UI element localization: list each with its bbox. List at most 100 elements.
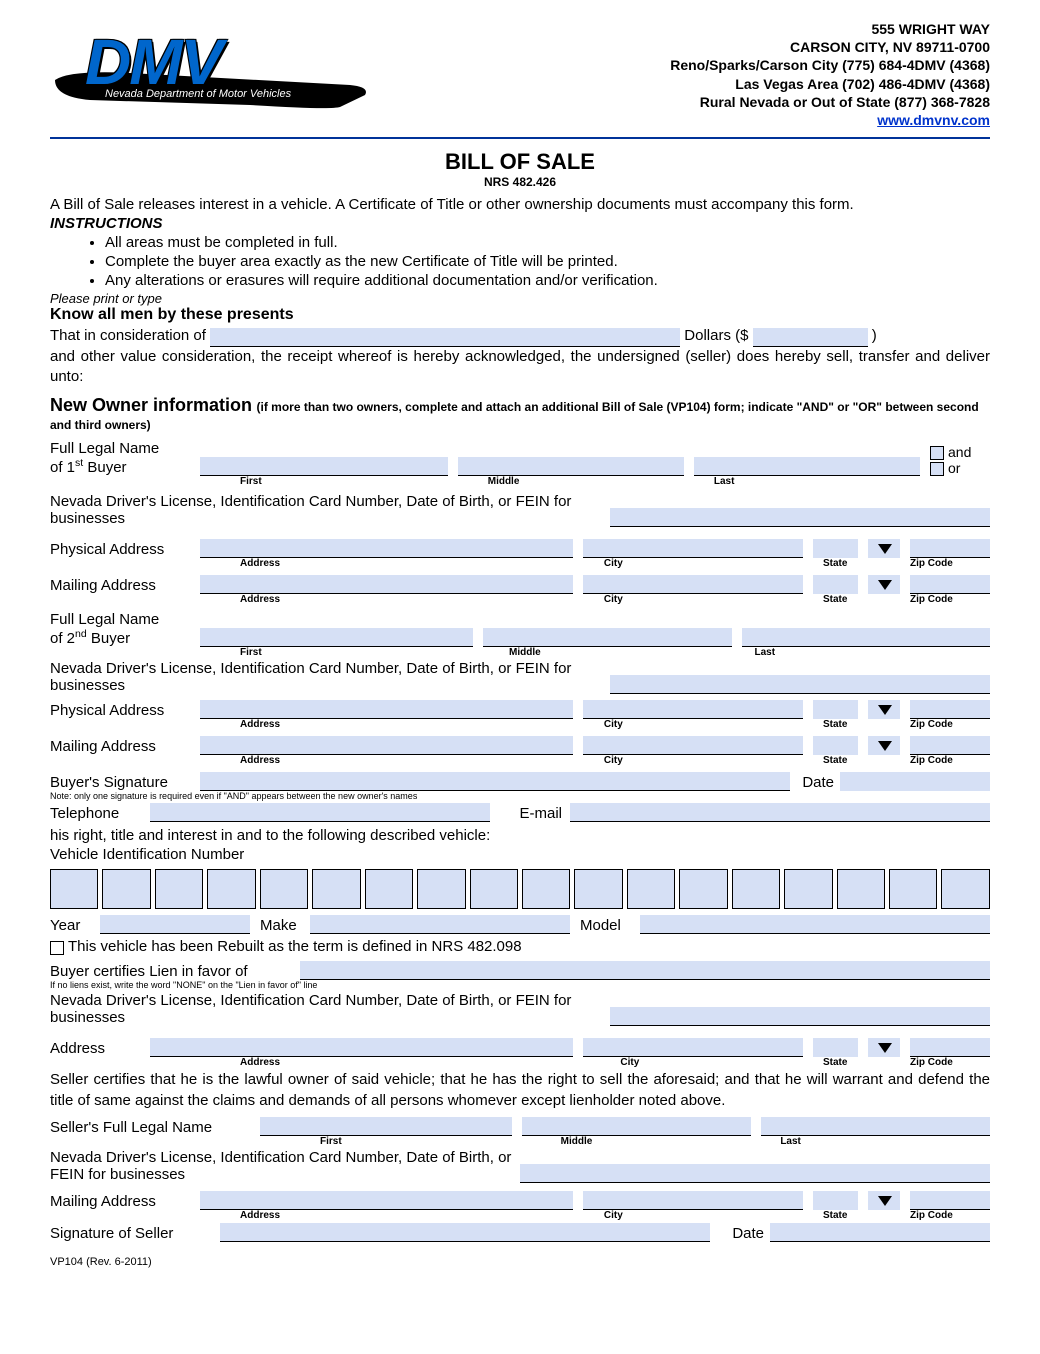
lien-state-field[interactable] [813,1038,858,1057]
consideration-amount-field[interactable] [210,328,680,347]
city-sublabel: City [620,1057,813,1068]
vin-box[interactable] [50,869,98,909]
buyer1-mail-state-field[interactable] [813,575,858,594]
buyer2-middle-field[interactable] [483,628,731,647]
state-dropdown-icon[interactable] [868,1038,900,1057]
state-sublabel: State [823,558,900,569]
seller-middle-field[interactable] [522,1117,751,1136]
vin-box[interactable] [522,869,570,909]
of-buyer-label: of 2 [50,630,75,647]
state-dropdown-icon[interactable] [868,700,900,719]
seller-dl-label: Nevada Driver's License, Identification … [50,1149,520,1183]
vin-box[interactable] [260,869,308,909]
vin-box[interactable] [417,869,465,909]
lien-city-field[interactable] [583,1038,803,1057]
mail-addr-label: Mailing Address [50,738,200,755]
buyer1-phys-addr-row: Physical Address [50,539,990,558]
buyer2-mail-zip-field[interactable] [910,736,990,755]
buyer1-first-field[interactable] [200,457,448,476]
seller-mail-city-field[interactable] [583,1191,803,1210]
buyer1-last-field[interactable] [694,457,920,476]
vin-box[interactable] [837,869,885,909]
zip-sublabel: Zip Code [910,594,990,605]
lien-field[interactable] [300,961,990,980]
statute-ref: NRS 482.426 [50,175,990,189]
seller-dl-field[interactable] [520,1164,990,1183]
rebuilt-checkbox[interactable] [50,941,64,955]
buyer1-dl-field[interactable] [610,508,990,527]
seller-sig-field[interactable] [220,1223,710,1242]
state-dropdown-icon[interactable] [868,539,900,558]
city-sublabel: City [604,719,813,730]
lien-dl-row: Nevada Driver's License, Identification … [50,992,990,1026]
address-sublabel: Address [200,719,594,730]
state-dropdown-icon[interactable] [868,575,900,594]
buyer2-mail-state-field[interactable] [813,736,858,755]
buyer2-phys-sublabels: Address City State Zip Code [50,719,990,730]
lien-dl-field[interactable] [610,1007,990,1026]
buyer1-phys-state-field[interactable] [813,539,858,558]
city-sublabel: City [604,558,813,569]
seller-mail-address-field[interactable] [200,1191,573,1210]
state-dropdown-icon[interactable] [868,1191,900,1210]
state-dropdown-icon[interactable] [868,736,900,755]
vin-box[interactable] [889,869,937,909]
buyer1-phys-address-field[interactable] [200,539,573,558]
buyer2-phys-zip-field[interactable] [910,700,990,719]
seller-name-row: Seller's Full Legal Name [50,1117,990,1136]
buyer-sig-row: Buyer's Signature Date [50,772,990,791]
telephone-label: Telephone [50,805,150,822]
buyer-sig-field[interactable] [200,772,790,791]
make-field[interactable] [310,915,570,934]
buyer2-first-field[interactable] [200,628,473,647]
vin-box[interactable] [207,869,255,909]
seller-first-field[interactable] [260,1117,512,1136]
email-field[interactable] [570,803,990,822]
dollar-amount-field[interactable] [753,328,868,347]
buyer-sig-date-field[interactable] [840,772,990,791]
vin-box[interactable] [627,869,675,909]
buyer2-mail-city-field[interactable] [583,736,803,755]
buyer2-phys-city-field[interactable] [583,700,803,719]
seller-mail-zip-field[interactable] [910,1191,990,1210]
lien-zip-field[interactable] [910,1038,990,1057]
website-link[interactable]: www.dmvnv.com [877,112,990,128]
buyer2-last-field[interactable] [742,628,990,647]
vin-box[interactable] [574,869,622,909]
vin-box[interactable] [732,869,780,909]
vin-box[interactable] [155,869,203,909]
buyer2-phys-state-field[interactable] [813,700,858,719]
or-checkbox[interactable] [930,462,944,476]
buyer1-middle-field[interactable] [458,457,684,476]
seller-last-field[interactable] [761,1117,990,1136]
buyer2-phys-address-field[interactable] [200,700,573,719]
buyer2-dl-field[interactable] [610,675,990,694]
model-field[interactable] [640,915,990,934]
seller-mail-state-field[interactable] [813,1191,858,1210]
buyer2-mail-address-field[interactable] [200,736,573,755]
and-checkbox[interactable] [930,446,944,460]
vin-box[interactable] [312,869,360,909]
vin-box[interactable] [102,869,150,909]
full-name-label: Full Legal Name [50,611,159,628]
intro-text: A Bill of Sale releases interest in a ve… [50,195,990,215]
vin-box[interactable] [365,869,413,909]
buyer1-phys-city-field[interactable] [583,539,803,558]
telephone-field[interactable] [150,803,490,822]
year-field[interactable] [100,915,250,934]
seller-mail-row: Mailing Address [50,1191,990,1210]
address-sublabel: Address [200,594,594,605]
phone-2: Las Vegas Area (702) 486-4DMV (4368) [670,75,990,93]
vin-box[interactable] [470,869,518,909]
buyer1-name-row: Full Legal Name of 1st Buyer and or [50,440,990,476]
buyer1-mail-city-field[interactable] [583,575,803,594]
buyer1-mail-zip-field[interactable] [910,575,990,594]
vin-box[interactable] [784,869,832,909]
consideration-close: ) [872,327,877,344]
vin-box[interactable] [679,869,727,909]
seller-sig-date-field[interactable] [770,1223,990,1242]
vin-box[interactable] [941,869,989,909]
lien-address-field[interactable] [150,1038,573,1057]
buyer1-mail-address-field[interactable] [200,575,573,594]
buyer1-phys-zip-field[interactable] [910,539,990,558]
